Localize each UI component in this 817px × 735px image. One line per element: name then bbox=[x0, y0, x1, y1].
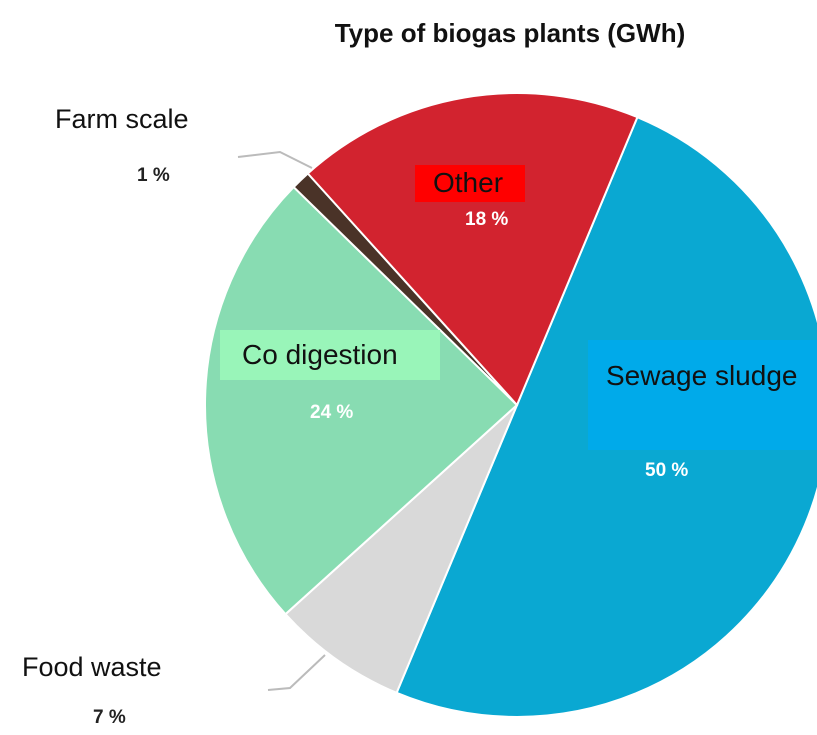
pie-slice bbox=[284, 404, 518, 695]
slice-label: Co digestion bbox=[220, 330, 440, 380]
pie-slice bbox=[204, 185, 519, 616]
pie-slice bbox=[306, 92, 639, 407]
leader-line bbox=[237, 150, 313, 169]
value-label: 7 % bbox=[93, 707, 126, 728]
slice-label: Sewage sludge bbox=[588, 340, 817, 450]
slice-label: Farm scale bbox=[55, 104, 189, 134]
value-label: 50 % bbox=[645, 460, 689, 481]
value-label: 24 % bbox=[310, 402, 354, 423]
value-label: 1 % bbox=[137, 165, 170, 186]
leader-line bbox=[267, 654, 326, 691]
value-label: 18 % bbox=[465, 209, 509, 230]
slice-label: Food waste bbox=[22, 652, 162, 682]
slice-label: Other bbox=[415, 165, 525, 202]
chart-title: Type of biogas plants (GWh) bbox=[334, 18, 686, 48]
